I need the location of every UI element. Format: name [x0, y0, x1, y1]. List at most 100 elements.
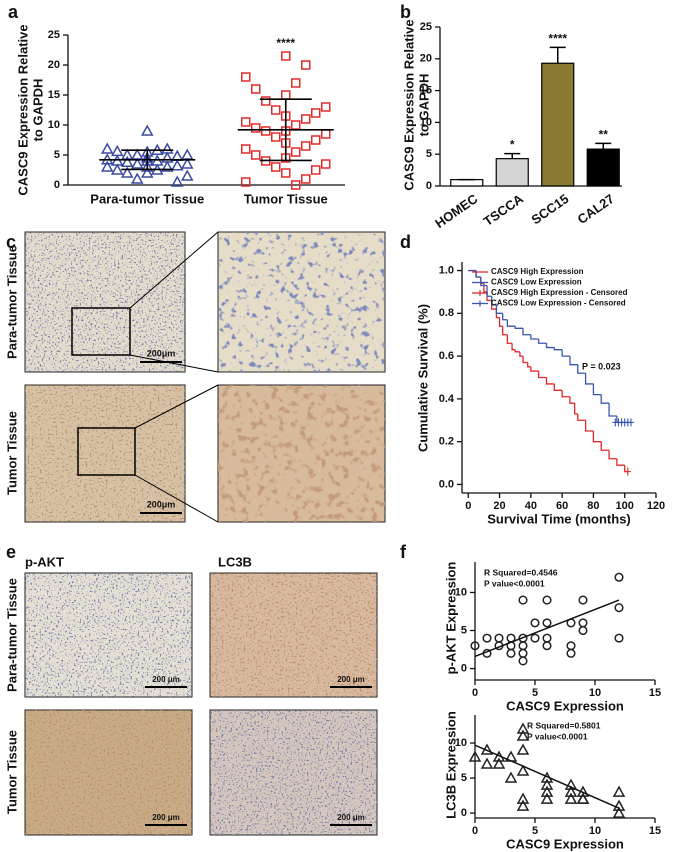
point [321, 102, 331, 112]
column-label: p-AKT [25, 554, 64, 569]
legend-label: CASC9 Low Expression [491, 278, 582, 287]
survival-step [480, 276, 488, 287]
x-tick-label: 0 [472, 825, 478, 837]
x-tick-label: 0 [472, 687, 478, 699]
survival-step [483, 283, 488, 293]
point [540, 778, 554, 790]
point [120, 155, 134, 167]
point [241, 144, 251, 154]
micrograph-texture [25, 710, 192, 835]
scale-label: 200μm [147, 499, 176, 509]
y-tick-label: 10 [420, 116, 432, 128]
point [540, 785, 554, 797]
x-tick-label: 15 [649, 825, 661, 837]
point [100, 160, 114, 172]
point [482, 633, 492, 643]
point [321, 159, 331, 169]
y-tick-label: 0.4 [439, 393, 455, 405]
significance: ** [599, 128, 609, 142]
survival-step [553, 347, 563, 351]
y-tick-label: 20 [48, 59, 60, 71]
point [110, 144, 124, 157]
censor-mark [627, 418, 634, 427]
micrograph-texture [25, 573, 192, 697]
micrograph-texture [210, 710, 377, 835]
point [614, 572, 624, 582]
y-tick-label: 0 [461, 662, 467, 674]
point [281, 168, 291, 178]
y-tick-label: 0.8 [439, 307, 454, 319]
survival-step [486, 285, 492, 297]
y-tick-label: 25 [420, 21, 432, 33]
survival-step [553, 383, 563, 391]
micrograph-texture [210, 573, 377, 697]
point [492, 757, 506, 769]
x-axis-title: CASC9 Expression [506, 698, 624, 713]
y-axis-title: LC3B Expression [443, 711, 458, 819]
survival-step [608, 450, 617, 460]
point [564, 785, 578, 797]
point [160, 160, 174, 172]
survival-step [545, 343, 555, 349]
survival-step [616, 458, 625, 466]
survival-step [600, 441, 610, 451]
survival-step [506, 319, 516, 327]
point [518, 648, 528, 658]
scale-label: 200 μm [152, 813, 180, 822]
x-tick-label: HOMEC [432, 191, 481, 231]
point [542, 595, 552, 605]
point [506, 648, 516, 658]
point [530, 633, 540, 643]
x-tick-label: 60 [556, 500, 568, 512]
panel-label: d [400, 232, 411, 252]
y-tick-label: 15 [48, 89, 60, 101]
significance: **** [276, 36, 295, 50]
annotation: P = 0.023 [582, 361, 621, 371]
y-axis-title: to GAPDH [30, 79, 45, 142]
point [180, 157, 194, 169]
bar [495, 158, 529, 187]
survival-step [573, 403, 578, 415]
point [140, 160, 154, 172]
point [120, 166, 134, 178]
y-tick-label: 0 [461, 807, 467, 819]
point [100, 142, 114, 154]
point [504, 771, 518, 783]
y-axis-title: to GAPDH [416, 74, 431, 137]
point [241, 177, 251, 187]
scale-label: 200 μm [337, 813, 365, 822]
point [261, 96, 271, 106]
annotation: R Squared=0.4546 [484, 567, 558, 577]
annotation: P value<0.0001 [484, 578, 545, 588]
x-tick-label: 20 [493, 500, 505, 512]
point [241, 72, 251, 82]
y-tick-label: 10 [455, 737, 467, 749]
y-tick-label: 10 [48, 119, 60, 131]
point [516, 764, 530, 776]
survival-step [502, 313, 508, 321]
x-tick-label: 0 [465, 500, 471, 512]
point [494, 633, 504, 643]
bar [586, 148, 620, 187]
point [180, 169, 194, 181]
survival-step [514, 326, 524, 329]
survival-step [538, 371, 547, 379]
point [321, 129, 331, 139]
row-label: Tumor Tissue [4, 730, 19, 814]
point [518, 656, 528, 666]
scale-label: 200 μm [337, 675, 365, 684]
panel-e-images: p-AKT LC3B 200 μm 200 μm 200 μm 200 μm P… [4, 554, 378, 836]
x-tick-label: 40 [525, 500, 537, 512]
point [301, 114, 311, 124]
y-tick-label: 0 [426, 180, 432, 192]
point [468, 750, 482, 762]
point [564, 792, 578, 804]
point [291, 147, 301, 157]
x-tick-label: 120 [647, 500, 665, 512]
bar [450, 179, 484, 187]
y-tick-label: 15 [420, 85, 432, 97]
zoom-connector [129, 231, 219, 523]
censor-mark [624, 467, 631, 476]
point [480, 757, 494, 769]
point [140, 124, 154, 136]
